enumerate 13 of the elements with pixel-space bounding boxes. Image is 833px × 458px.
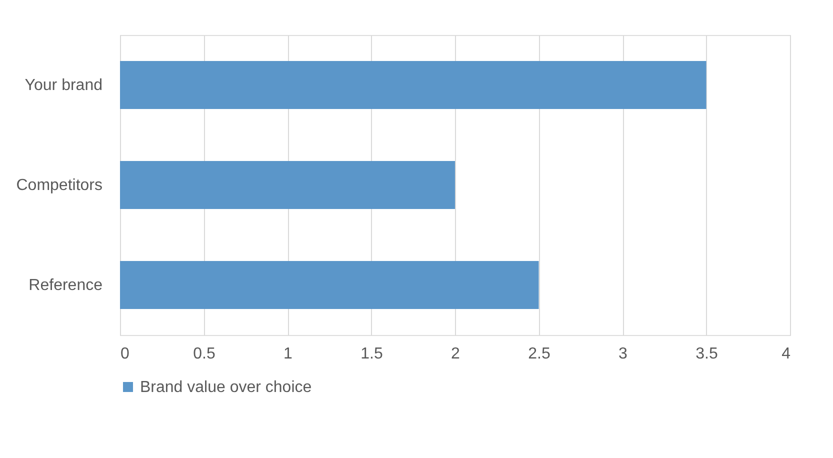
legend-label: Brand value over choice <box>140 379 312 396</box>
x-tick-label: 2 <box>451 346 460 362</box>
x-tick-label: 2.5 <box>528 346 550 362</box>
x-tick-label: 3.5 <box>696 346 718 362</box>
y-tick-label: Reference <box>28 277 103 294</box>
x-tick-label: 4 <box>782 346 791 362</box>
x-tick-label: 1 <box>284 346 293 362</box>
y-tick-label: Your brand <box>24 77 102 94</box>
x-tick-label: 0 <box>120 346 130 362</box>
x-tick-label: 3 <box>618 346 628 362</box>
x-tick-label: 0.5 <box>193 346 216 362</box>
x-tick-label: 1.5 <box>360 346 383 362</box>
y-tick-label: Competitors <box>16 177 102 194</box>
